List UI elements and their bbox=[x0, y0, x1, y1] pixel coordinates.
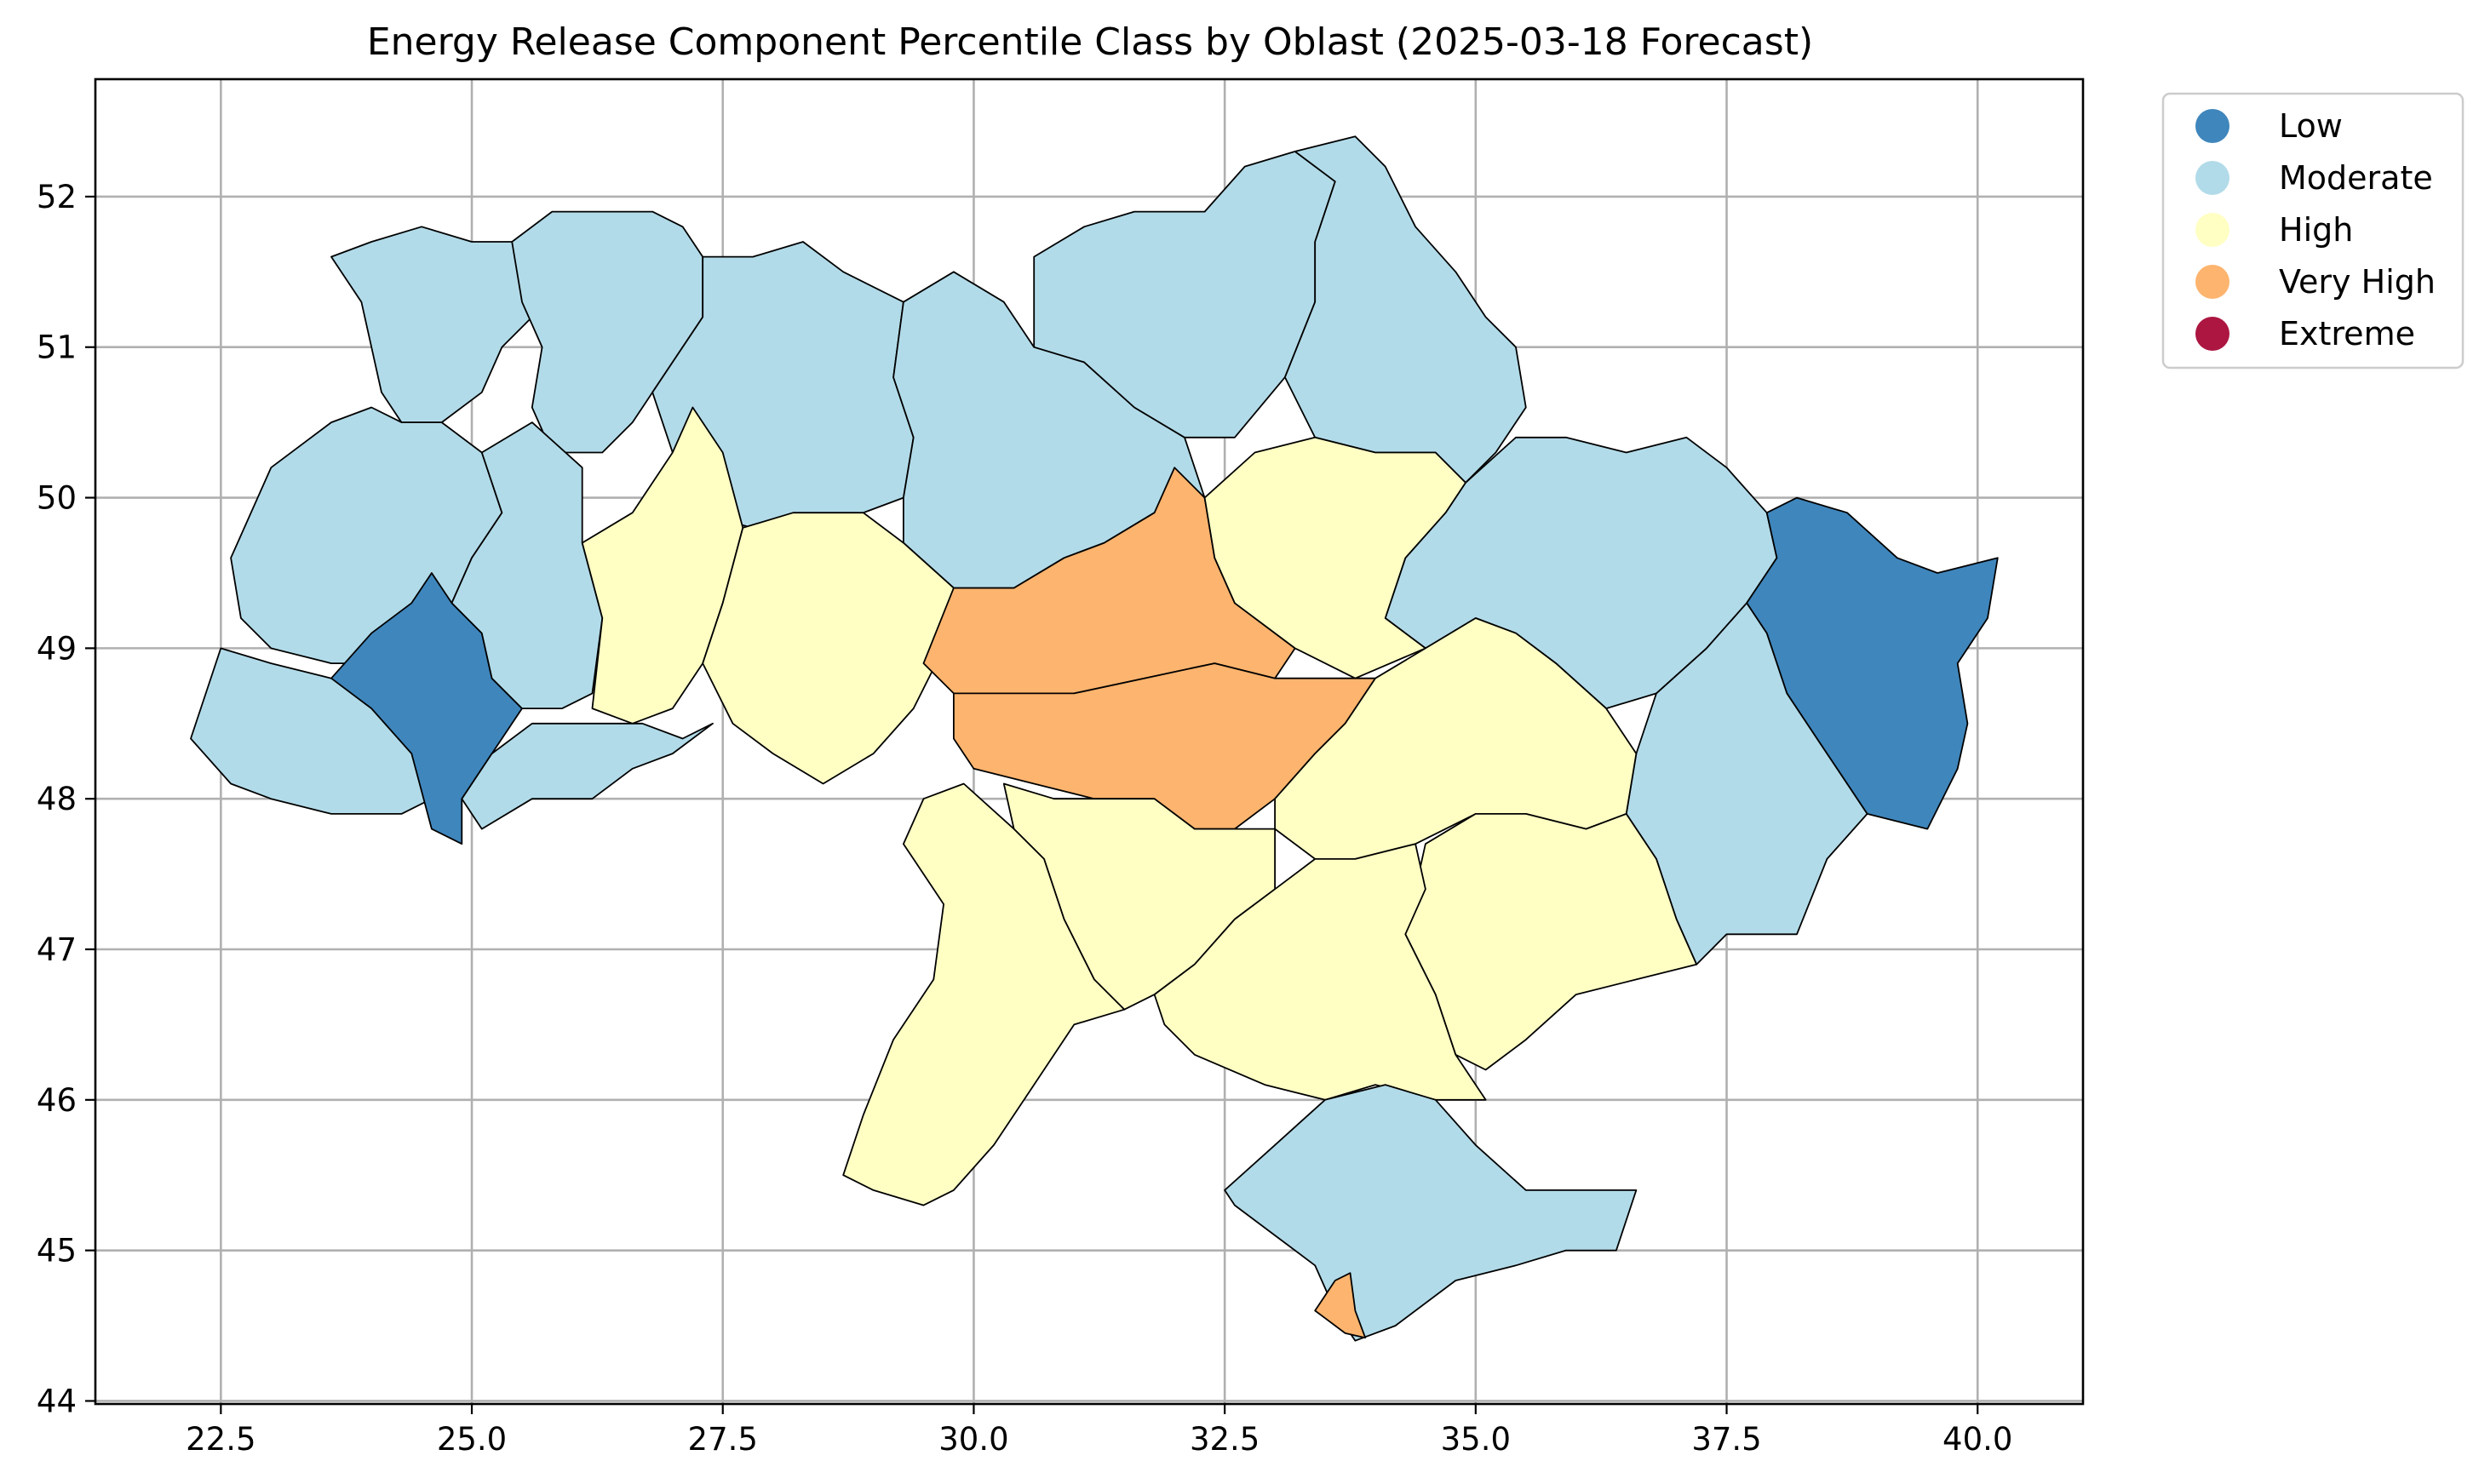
y-tick-label: 51 bbox=[37, 329, 77, 366]
legend-box bbox=[2161, 92, 2465, 370]
region-poltava bbox=[1203, 436, 1466, 679]
y-tick-label: 46 bbox=[37, 1082, 77, 1119]
y-tick-label: 49 bbox=[37, 630, 77, 667]
legend-marker bbox=[2195, 161, 2229, 195]
y-axis-ticks: 44 45 46 47 48 49 50 51 52 bbox=[37, 179, 95, 1419]
region-vinnytsia bbox=[702, 512, 955, 785]
legend-marker bbox=[2195, 109, 2229, 143]
legend-label: Low bbox=[2279, 107, 2343, 145]
legend-marker bbox=[2195, 213, 2229, 247]
legend-label: Extreme bbox=[2279, 315, 2415, 352]
y-tick-label: 45 bbox=[37, 1233, 77, 1269]
x-tick-label: 30.0 bbox=[938, 1421, 1008, 1458]
y-tick-label: 52 bbox=[37, 179, 77, 215]
legend-label: Moderate bbox=[2279, 159, 2433, 197]
y-tick-label: 48 bbox=[37, 781, 77, 817]
region-chernivtsi bbox=[461, 722, 714, 830]
region-volyn bbox=[330, 226, 533, 424]
region-crimea bbox=[1224, 1084, 1638, 1342]
region-sumy bbox=[1284, 135, 1527, 484]
legend-label: Very High bbox=[2279, 263, 2436, 301]
plot-frame bbox=[94, 77, 2085, 1406]
region-ternopil bbox=[450, 421, 604, 709]
x-axis-ticks: 22.5 25.0 27.5 30.0 32.5 35.0 37.5 40.0 bbox=[186, 1404, 2012, 1458]
x-tick-label: 32.5 bbox=[1190, 1421, 1260, 1458]
chart-title: Energy Release Component Percentile Clas… bbox=[367, 20, 1813, 64]
x-tick-label: 22.5 bbox=[186, 1421, 255, 1458]
x-tick-label: 37.5 bbox=[1691, 1421, 1761, 1458]
x-tick-label: 35.0 bbox=[1441, 1421, 1511, 1458]
legend: Low Moderate High Very High Extreme bbox=[2161, 92, 2465, 370]
legend-marker bbox=[2195, 265, 2229, 299]
x-tick-label: 27.5 bbox=[688, 1421, 758, 1458]
y-tick-label: 44 bbox=[37, 1383, 77, 1419]
x-tick-label: 25.0 bbox=[437, 1421, 507, 1458]
y-tick-label: 50 bbox=[37, 480, 77, 517]
legend-marker bbox=[2195, 317, 2229, 351]
region-sevastopol bbox=[1314, 1272, 1367, 1339]
region-kherson bbox=[1153, 843, 1487, 1101]
oblast-regions bbox=[190, 135, 1999, 1342]
y-tick-label: 47 bbox=[37, 931, 77, 968]
legend-items: Low Moderate High Very High Extreme bbox=[2195, 107, 2436, 352]
region-odesa bbox=[842, 782, 1126, 1206]
legend-label: High bbox=[2279, 211, 2353, 249]
x-tick-label: 40.0 bbox=[1942, 1421, 2012, 1458]
